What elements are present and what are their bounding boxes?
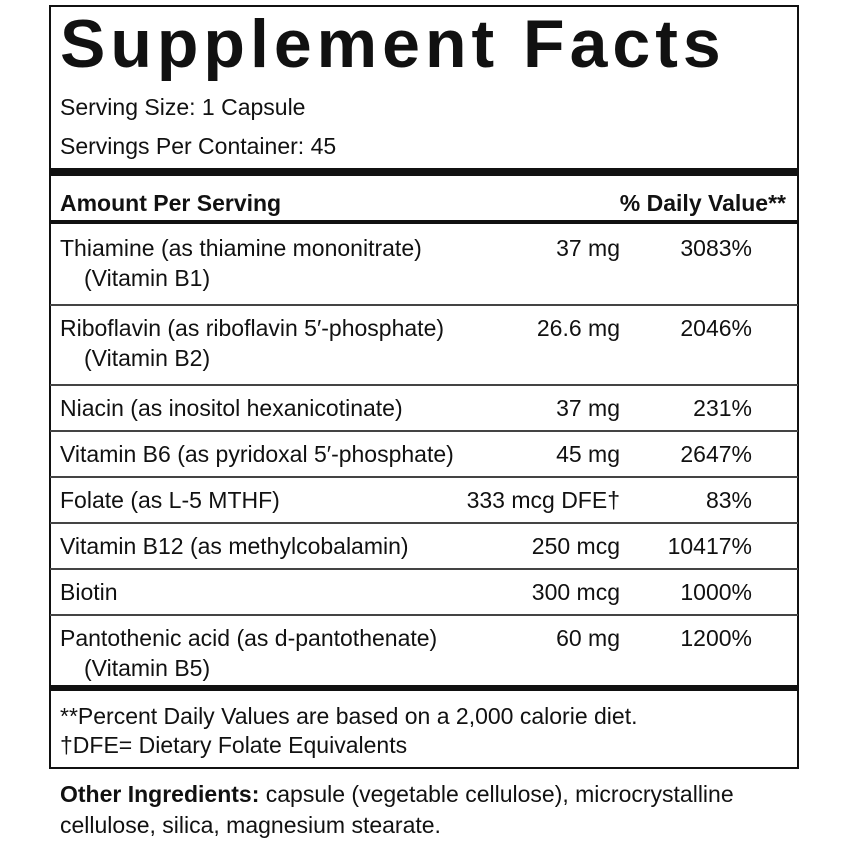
nutrient-name: Folate (as L-5 MTHF) (60, 487, 280, 513)
daily-value: 231% (693, 395, 752, 421)
nutrient-name: Biotin (60, 579, 118, 605)
row-rule (50, 522, 798, 524)
footnote: †DFE= Dietary Folate Equivalents (60, 732, 408, 758)
row-rule (50, 304, 798, 306)
daily-value: 2647% (680, 441, 752, 467)
daily-value: 83% (705, 487, 752, 513)
other-ingredients-text: capsule (vegetable cellulose), microcrys… (60, 781, 734, 838)
nutrient-sub: (Vitamin B5) (84, 655, 211, 681)
label-box (49, 5, 799, 769)
servings-per-container: Servings Per Container: 45 (60, 133, 337, 159)
thick-rule (50, 168, 798, 176)
amount: 300 mcg (531, 579, 620, 605)
amount: 250 mcg (531, 533, 620, 559)
nutrient-name: Pantothenic acid (as d-pantothenate) (60, 625, 438, 651)
daily-value: 1000% (680, 579, 752, 605)
row-rule (50, 614, 798, 616)
daily-value: 10417% (667, 533, 752, 559)
daily-value: 3083% (680, 235, 752, 261)
amount: 37 mg (556, 395, 620, 421)
nutrient-sub: (Vitamin B2) (84, 345, 211, 371)
nutrient-name: Thiamine (as thiamine mononitrate) (60, 235, 422, 261)
amount: 333 mcg DFE† (466, 487, 620, 513)
title: Supplement Facts (60, 6, 726, 82)
row-rule (50, 384, 798, 386)
header-amount: Amount Per Serving (60, 190, 282, 216)
amount: 26.6 mg (536, 315, 620, 341)
nutrient-name: Niacin (as inositol hexanicotinate) (60, 395, 403, 421)
row-rule (50, 568, 798, 570)
thick-rule (50, 685, 798, 691)
row-rule (50, 430, 798, 432)
daily-value: 2046% (680, 315, 752, 341)
medium-rule (50, 220, 798, 224)
serving-size: Serving Size: 1 Capsule (60, 94, 306, 120)
nutrient-name: Riboflavin (as riboflavin 5′-phosphate) (60, 315, 445, 341)
amount: 37 mg (556, 235, 620, 261)
other-ingredients-label: Other Ingredients: (60, 781, 260, 807)
other-ingredients: Other Ingredients: capsule (vegetable ce… (60, 779, 800, 841)
amount: 60 mg (556, 625, 620, 651)
footnote: **Percent Daily Values are based on a 2,… (60, 703, 638, 729)
nutrient-name: Vitamin B6 (as pyridoxal 5′-phosphate) (60, 441, 454, 467)
daily-value: 1200% (680, 625, 752, 651)
header-daily-value: % Daily Value** (619, 190, 786, 216)
nutrient-sub: (Vitamin B1) (84, 265, 211, 291)
row-rule (50, 476, 798, 478)
amount: 45 mg (556, 441, 620, 467)
nutrient-name: Vitamin B12 (as methylcobalamin) (60, 533, 409, 559)
